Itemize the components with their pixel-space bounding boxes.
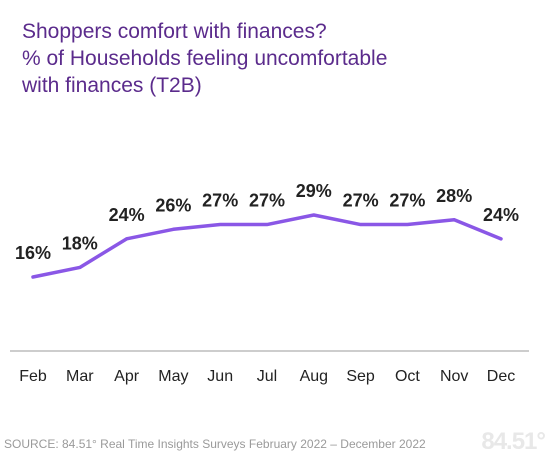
x-tick-label-sep: Sep [346, 368, 375, 385]
data-point-dec [499, 237, 503, 241]
x-tick-label-oct: Oct [395, 368, 420, 385]
title-line-2: % of Households feeling uncomfortable [22, 47, 388, 70]
data-point-jul [265, 223, 269, 227]
data-point-may [171, 227, 175, 231]
title-line-3: with finances (T2B) [22, 74, 202, 97]
data-point-aug [312, 213, 316, 217]
data-label-jul: 27% [249, 191, 285, 211]
data-point-sep [359, 223, 363, 227]
data-point-apr [125, 237, 129, 241]
data-label-aug: 29% [296, 181, 332, 201]
data-label-sep: 27% [343, 191, 379, 211]
x-tick-label-mar: Mar [66, 368, 94, 385]
chart-marks: 16% Feb 18% Mar 24% Apr 26% May 27% Jun 27% Jul 29% A… [15, 181, 519, 385]
x-tick-label-jul: Jul [257, 368, 277, 385]
data-label-mar: 18% [62, 233, 98, 253]
data-point-jun [218, 223, 222, 227]
data-point-nov [452, 218, 456, 222]
title-line-1: Shoppers comfort with finances? [22, 20, 327, 43]
data-label-nov: 28% [436, 186, 472, 206]
source-note: SOURCE: 84.51° Real Time Insights Survey… [4, 437, 426, 451]
x-tick-label-jun: Jun [207, 368, 233, 385]
x-tick-label-nov: Nov [440, 368, 468, 385]
chart-title: Shoppers comfort with finances? % of Hou… [22, 18, 542, 99]
data-label-may: 26% [155, 195, 191, 215]
x-tick-label-aug: Aug [300, 368, 328, 385]
data-label-feb: 16% [15, 243, 51, 263]
data-point-mar [78, 265, 82, 269]
brand-logo: 84.51° [481, 428, 546, 455]
data-label-jun: 27% [202, 191, 238, 211]
data-label-oct: 27% [389, 191, 425, 211]
data-point-feb [31, 275, 35, 279]
data-label-apr: 24% [109, 205, 145, 225]
data-point-oct [405, 223, 409, 227]
x-tick-label-apr: Apr [114, 368, 140, 385]
x-tick-label-may: May [158, 368, 188, 385]
x-tick-label-feb: Feb [19, 368, 47, 385]
data-label-dec: 24% [483, 205, 519, 225]
x-tick-label-dec: Dec [487, 368, 515, 385]
